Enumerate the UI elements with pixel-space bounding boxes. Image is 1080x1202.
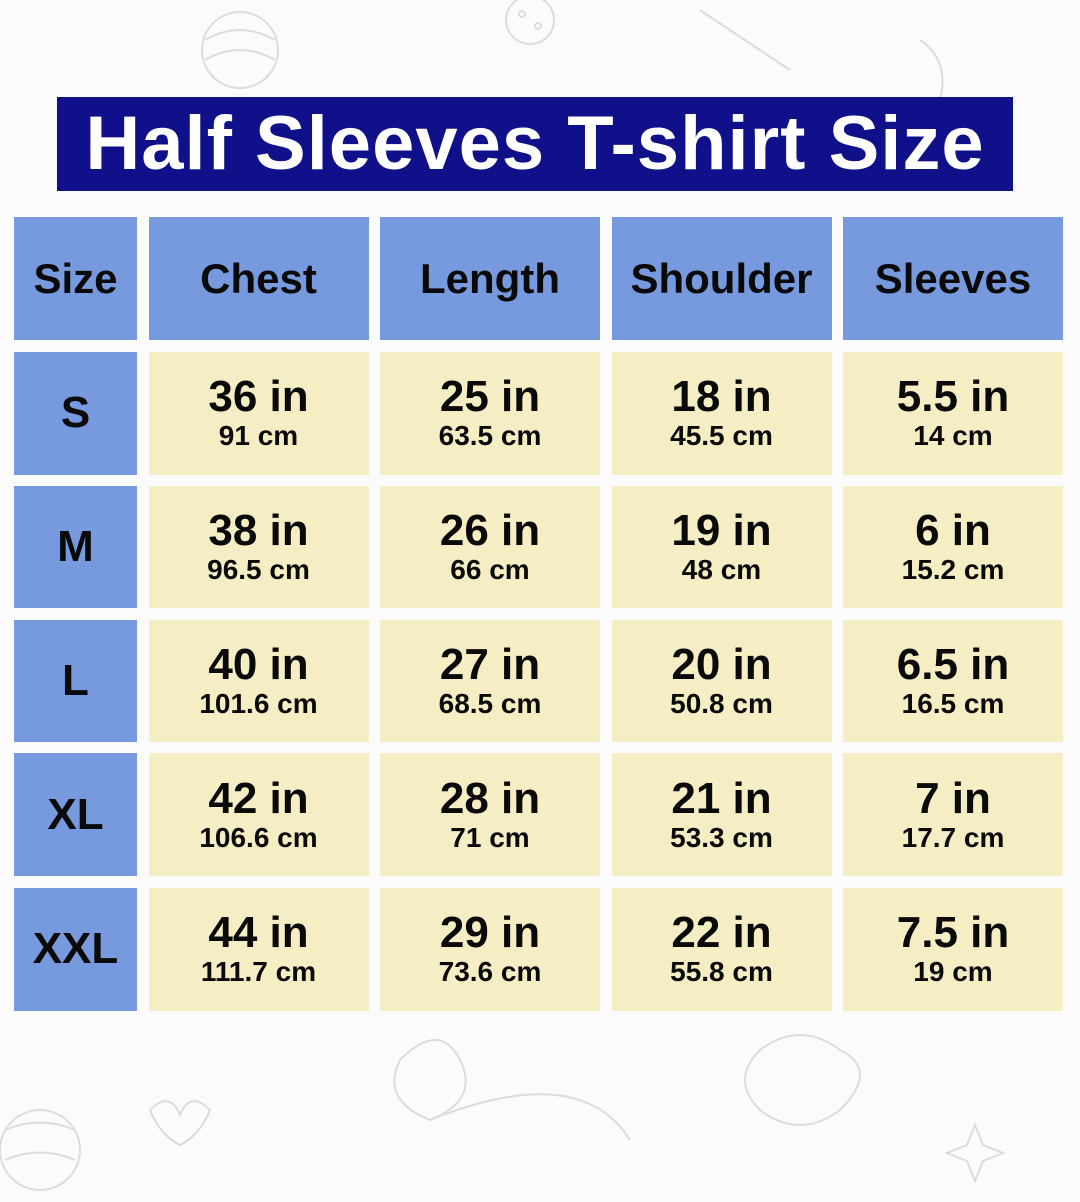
cm-value: 91 cm [218, 420, 299, 451]
cm-value: 71 cm [450, 821, 530, 853]
measurement-cell-chest: 44 in 111.7 cm [148, 887, 369, 1011]
inches-value: 38 in [208, 506, 309, 555]
inches-value: 40 in [208, 639, 309, 689]
cm-value: 96.5 cm [207, 554, 310, 585]
inches-value: 44 in [208, 908, 309, 957]
size-chart-table: Size Chest Length Shoulder Sleeves S 36 i… [14, 217, 1063, 1011]
size-label: S [14, 351, 137, 475]
cm-value: 45.5 cm [670, 420, 773, 451]
size-label: XXL [14, 887, 137, 1011]
cm-value: 68.5 cm [438, 687, 542, 719]
measurement-cell-chest: 40 in 101.6 cm [148, 619, 369, 742]
column-header-length: Length [380, 217, 600, 340]
column-header-size: Size [14, 217, 137, 340]
inches-value: 6.5 in [896, 639, 1010, 689]
inches-value: 18 in [671, 372, 772, 421]
measurement-cell-shoulder: 21 in 53.3 cm [611, 753, 832, 876]
cm-value: 73.6 cm [438, 956, 542, 987]
measurement-cell-shoulder: 20 in 50.8 cm [611, 619, 832, 742]
cm-value: 101.6 cm [199, 687, 318, 719]
measurement-cell-length: 29 in 73.6 cm [380, 887, 600, 1011]
measurement-cell-sleeves: 7 in 17.7 cm [843, 753, 1063, 876]
measurement-cell-chest: 36 in 91 cm [148, 351, 369, 475]
inches-value: 7 in [915, 773, 991, 823]
measurement-cell-shoulder: 22 in 55.8 cm [611, 887, 832, 1011]
cm-value: 50.8 cm [670, 687, 773, 719]
page-title: Half Sleeves T-shirt Size [57, 97, 1013, 191]
measurement-cell-sleeves: 6.5 in 16.5 cm [843, 619, 1063, 742]
inches-value: 5.5 in [896, 372, 1010, 421]
cm-value: 19 cm [913, 956, 993, 987]
column-header-chest: Chest [148, 217, 369, 340]
inches-value: 7.5 in [896, 908, 1010, 957]
size-label: XL [14, 753, 137, 876]
cm-value: 15.2 cm [901, 554, 1005, 585]
cm-value: 16.5 cm [901, 687, 1005, 719]
measurement-cell-sleeves: 7.5 in 19 cm [843, 887, 1063, 1011]
cm-value: 106.6 cm [199, 821, 318, 853]
inches-value: 36 in [208, 372, 309, 421]
inches-value: 42 in [208, 773, 309, 823]
inches-value: 27 in [439, 639, 541, 689]
inches-value: 21 in [671, 773, 772, 823]
cm-value: 53.3 cm [670, 821, 773, 853]
inches-value: 28 in [439, 773, 541, 823]
cm-value: 48 cm [681, 554, 762, 585]
measurement-cell-length: 26 in 66 cm [380, 486, 600, 608]
cm-value: 14 cm [913, 420, 993, 451]
cm-value: 111.7 cm [200, 956, 317, 987]
cm-value: 17.7 cm [901, 821, 1005, 853]
cm-value: 55.8 cm [670, 956, 773, 987]
inches-value: 6 in [915, 506, 991, 555]
size-label: M [14, 486, 137, 608]
cm-value: 63.5 cm [438, 420, 542, 451]
measurement-cell-sleeves: 6 in 15.2 cm [843, 486, 1063, 608]
measurement-cell-length: 25 in 63.5 cm [380, 351, 600, 475]
measurement-cell-length: 27 in 68.5 cm [380, 619, 600, 742]
measurement-cell-sleeves: 5.5 in 14 cm [843, 351, 1063, 475]
inches-value: 22 in [671, 908, 772, 957]
inches-value: 20 in [671, 639, 772, 689]
cm-value: 66 cm [450, 554, 530, 585]
measurement-cell-chest: 42 in 106.6 cm [148, 753, 369, 876]
inches-value: 19 in [671, 506, 772, 555]
measurement-cell-length: 28 in 71 cm [380, 753, 600, 876]
column-header-sleeves: Sleeves [843, 217, 1063, 340]
column-header-shoulder: Shoulder [611, 217, 832, 340]
measurement-cell-chest: 38 in 96.5 cm [148, 486, 369, 608]
measurement-cell-shoulder: 19 in 48 cm [611, 486, 832, 608]
inches-value: 25 in [439, 372, 541, 421]
inches-value: 29 in [439, 908, 541, 957]
measurement-cell-shoulder: 18 in 45.5 cm [611, 351, 832, 475]
inches-value: 26 in [439, 506, 541, 555]
size-label: L [14, 619, 137, 742]
